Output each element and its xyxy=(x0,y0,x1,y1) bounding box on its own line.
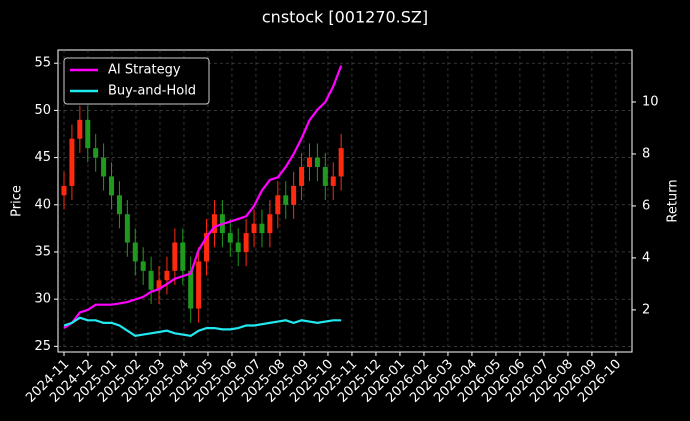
candle-body xyxy=(164,270,170,281)
y-axis-label: Price xyxy=(10,185,25,217)
chart-title: cnstock [001270.SZ] xyxy=(262,8,428,27)
return-line xyxy=(63,65,343,330)
y-tick-label: 30 xyxy=(34,292,51,307)
candle-body xyxy=(204,233,210,262)
candle-body xyxy=(235,242,241,252)
candle-body xyxy=(330,176,336,186)
y2-tick-label: 8 xyxy=(642,146,650,161)
candle-body xyxy=(196,261,202,309)
candle-body xyxy=(77,119,83,139)
candle-body xyxy=(267,214,273,234)
candle-body xyxy=(69,138,75,186)
candle-body xyxy=(211,214,217,234)
candle-body xyxy=(338,148,344,177)
candle-body xyxy=(314,157,320,168)
candle-body xyxy=(251,223,257,234)
candle-body xyxy=(180,242,186,271)
y2-tick-label: 2 xyxy=(642,302,650,317)
candle-body xyxy=(291,185,297,205)
candle-body xyxy=(243,233,249,252)
candle-body xyxy=(172,242,178,271)
legend-label: Buy-and-Hold xyxy=(108,84,196,99)
y-tick-label: 40 xyxy=(34,197,51,212)
y2-tick-label: 4 xyxy=(642,250,650,265)
candle-body xyxy=(124,214,130,243)
candle-body xyxy=(140,261,146,271)
legend-box xyxy=(63,57,210,105)
candle-body xyxy=(322,167,328,186)
candle-body xyxy=(299,167,305,186)
candle-body xyxy=(85,119,91,149)
candle-body xyxy=(306,157,312,168)
candle-body xyxy=(283,195,289,205)
candle-body xyxy=(116,195,122,215)
candle-body xyxy=(227,233,233,243)
candle-body xyxy=(156,280,162,290)
candle-body xyxy=(188,270,194,309)
y-tick-label: 35 xyxy=(34,244,51,259)
y2-tick-label: 6 xyxy=(642,198,650,213)
candle-body xyxy=(101,157,107,177)
candle-body xyxy=(93,148,99,158)
candle-body xyxy=(109,176,115,196)
candle-body xyxy=(132,242,138,262)
return-line xyxy=(63,316,342,338)
y2-tick-label: 10 xyxy=(642,94,659,109)
y2-axis-label: Return xyxy=(666,179,681,222)
candle-body xyxy=(275,195,281,215)
candle-body xyxy=(259,223,265,234)
y-tick-label: 25 xyxy=(34,339,51,354)
y-tick-label: 50 xyxy=(34,103,51,118)
y-tick-label: 45 xyxy=(34,150,51,165)
legend-label: AI Strategy xyxy=(108,63,181,78)
candle-body xyxy=(148,270,154,290)
legend: AI Strategy Buy-and-Hold xyxy=(63,57,210,105)
candle-body xyxy=(61,185,67,196)
y-tick-label: 55 xyxy=(34,56,51,71)
